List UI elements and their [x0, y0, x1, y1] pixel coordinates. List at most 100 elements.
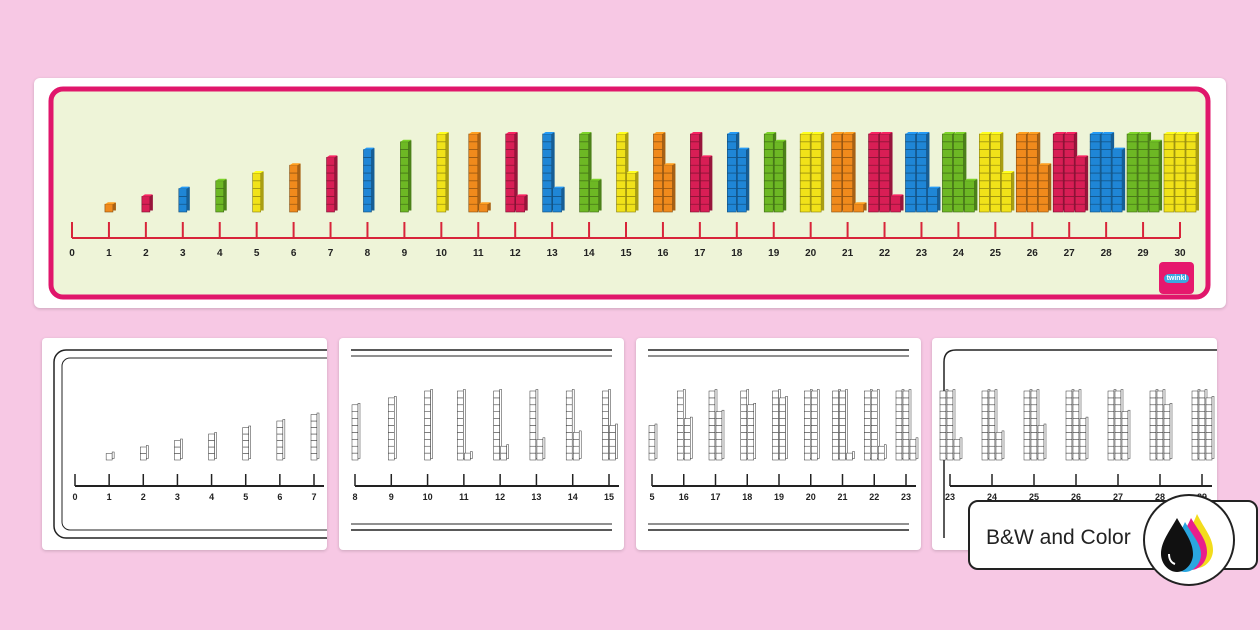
- bw-tick-label: 21: [837, 492, 847, 502]
- ones-column: [400, 139, 412, 213]
- bw-tick-label: 4: [209, 492, 214, 502]
- bw-tick-label: 5: [243, 492, 248, 502]
- tick-label: 17: [694, 248, 706, 259]
- tick-label: 24: [953, 248, 965, 259]
- tick-label: 22: [879, 248, 891, 259]
- ten-rod: [902, 389, 912, 461]
- tick-label: 13: [547, 248, 559, 259]
- bw-page-1-illustration: 0 1 2 3 4 5 6 7: [53, 349, 327, 539]
- ones-column: [464, 451, 473, 461]
- ten-rod: [1149, 389, 1159, 461]
- ones-column: [609, 423, 618, 461]
- tick-label: 15: [620, 248, 632, 259]
- ones-column: [648, 423, 658, 461]
- bw-page-3: 5 16 17 18 19 20 21 22 23: [636, 338, 921, 550]
- bw-tick-label: 19: [774, 492, 784, 502]
- badge-label: B&W and Color: [986, 526, 1131, 549]
- ones-column: [1111, 147, 1126, 213]
- ten-rod: [602, 389, 611, 461]
- ones-column: [208, 432, 217, 461]
- tick-label: 28: [1101, 248, 1113, 259]
- ones-column: [953, 437, 963, 461]
- bw-tick-label: 23: [945, 492, 955, 502]
- ones-column: [853, 202, 867, 213]
- bw-page-2-illustration: 8 9 10 11 12 13 14 15: [351, 349, 619, 531]
- ones-column: [174, 438, 183, 461]
- tick-label: 16: [657, 248, 669, 259]
- bw-tick-label: 11: [459, 492, 469, 502]
- bw-page-3-illustration: 5 16 17 18 19 20 21 22 23: [648, 349, 919, 531]
- tick-label: 19: [768, 248, 780, 259]
- ones-column: [700, 155, 713, 213]
- bw-tick-label: 28: [1155, 492, 1165, 502]
- tick-label: 2: [143, 248, 149, 259]
- bw-tick-label: 5: [649, 492, 654, 502]
- ones-column: [1037, 163, 1052, 213]
- tick-label: 23: [916, 248, 928, 259]
- ten-rod: [542, 132, 555, 213]
- tick-label: 30: [1174, 248, 1186, 259]
- ten-rod: [457, 389, 466, 461]
- ones-column: [1163, 403, 1173, 461]
- tick-label: 29: [1138, 248, 1150, 259]
- ones-column: [589, 178, 602, 213]
- ten-rod: [616, 132, 629, 213]
- bw-tick-label: 3: [175, 492, 180, 502]
- tick-label: 25: [990, 248, 1002, 259]
- ten-rod: [988, 389, 998, 461]
- bw-page-1: 0 1 2 3 4 5 6 7: [42, 338, 327, 550]
- tick-label: 11: [473, 248, 484, 259]
- tick-label: 9: [402, 248, 408, 259]
- ink-drops-icon: [1143, 494, 1235, 586]
- bw-tick-label: 17: [710, 492, 720, 502]
- bw-tick-label: 27: [1113, 492, 1123, 502]
- ten-rod: [810, 132, 825, 213]
- logo-text: twinkl: [1163, 273, 1190, 283]
- bw-tick-label: 16: [679, 492, 689, 502]
- ones-column: [1001, 171, 1015, 213]
- ones-column: [1079, 416, 1089, 461]
- tick-label: 4: [217, 248, 223, 259]
- bw-tick-label: 8: [352, 492, 357, 502]
- twinkl-logo: twinkl: [1159, 262, 1194, 294]
- ones-column: [1074, 155, 1089, 213]
- bw-tick-label: 7: [311, 492, 316, 502]
- ones-column: [351, 403, 361, 461]
- ones-column: [1205, 396, 1215, 461]
- bw-tick-label: 0: [72, 492, 77, 502]
- tick-label: 6: [291, 248, 297, 259]
- ones-column: [536, 437, 546, 461]
- tick-label: 12: [510, 248, 522, 259]
- ten-rod: [1185, 132, 1199, 213]
- ones-column: [1148, 139, 1163, 213]
- ones-column: [715, 409, 725, 461]
- ten-rod: [879, 132, 893, 213]
- ticks-group: 0 1 2 3 4 5 6 7 8 9 10 11 12 13 14 15 16 17 18 19 20 21 22 23 24…: [69, 222, 1186, 259]
- bw-tick-label: 22: [869, 492, 879, 502]
- ten-rod: [990, 132, 1004, 213]
- ones-column: [684, 416, 693, 461]
- towers-group: [104, 132, 1199, 213]
- bw-tick-label: 23: [901, 492, 911, 502]
- bw-tick-label: 1: [107, 492, 112, 502]
- bw-tick-label: 10: [423, 492, 433, 502]
- ones-column: [736, 147, 750, 213]
- bw-tick-label: 18: [742, 492, 752, 502]
- ones-column: [626, 171, 639, 213]
- ones-column: [909, 437, 919, 461]
- ones-column: [178, 186, 190, 213]
- tick-label: 1: [106, 248, 112, 259]
- bw-tick-label: 6: [277, 492, 282, 502]
- ones-column: [141, 194, 153, 213]
- ones-column: [927, 186, 941, 213]
- ones-column: [1121, 409, 1131, 461]
- tick-label: 8: [365, 248, 371, 259]
- ten-rod: [871, 389, 880, 461]
- ones-column: [773, 139, 787, 213]
- bw-tick-label: 9: [389, 492, 394, 502]
- ten-rod: [804, 389, 813, 461]
- ones-column: [572, 430, 582, 461]
- ones-column: [478, 202, 491, 213]
- bw-page-2: 8 9 10 11 12 13 14 15: [339, 338, 624, 550]
- tick-label: 18: [731, 248, 743, 259]
